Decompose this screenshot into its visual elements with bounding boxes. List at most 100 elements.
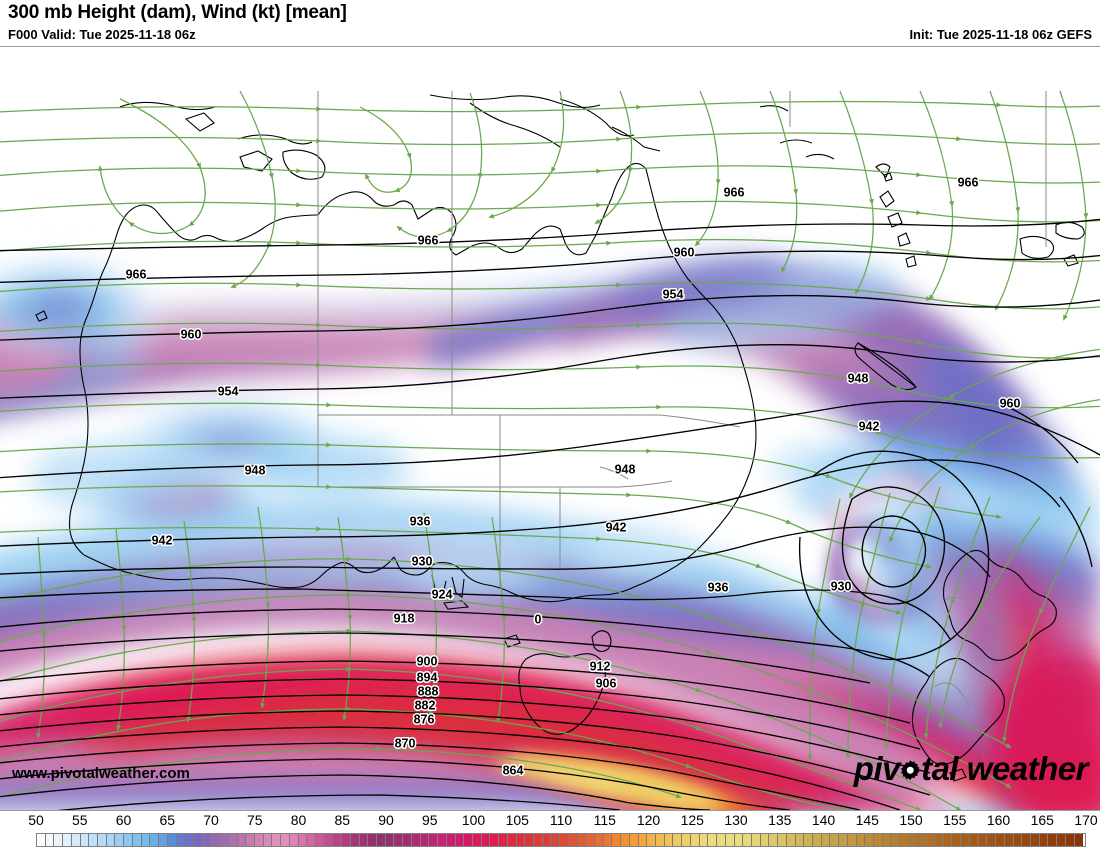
colorbar-swatch[interactable]: [263, 834, 273, 846]
colorbar-swatch[interactable]: [254, 834, 264, 846]
colorbar-swatch[interactable]: [603, 834, 613, 846]
colorbar-swatch[interactable]: [987, 834, 997, 846]
colorbar-swatch[interactable]: [289, 834, 299, 846]
colorbar-swatch[interactable]: [839, 834, 848, 846]
colorbar-swatch[interactable]: [71, 834, 81, 846]
colorbar-swatch[interactable]: [98, 834, 107, 846]
colorbar-swatch[interactable]: [132, 834, 142, 846]
colorbar-swatch[interactable]: [1074, 834, 1084, 846]
colorbar-swatch[interactable]: [917, 834, 927, 846]
colorbar-swatch[interactable]: [429, 834, 439, 846]
colorbar-swatch[interactable]: [516, 834, 526, 846]
colorbar-swatch[interactable]: [830, 834, 840, 846]
colorbar-swatch[interactable]: [760, 834, 770, 846]
colorbar-swatch[interactable]: [586, 834, 595, 846]
colorbar-swatch[interactable]: [124, 834, 133, 846]
colorbar-swatches[interactable]: [36, 833, 1086, 847]
colorbar-swatch[interactable]: [385, 834, 395, 846]
colorbar-swatch[interactable]: [472, 834, 482, 846]
colorbar-swatch[interactable]: [533, 834, 543, 846]
colorbar-swatch[interactable]: [1057, 834, 1066, 846]
colorbar-swatch[interactable]: [551, 834, 561, 846]
colorbar-swatch[interactable]: [507, 834, 517, 846]
colorbar-swatch[interactable]: [952, 834, 962, 846]
colorbar-swatch[interactable]: [377, 834, 386, 846]
colorbar-swatch[interactable]: [1013, 834, 1023, 846]
colorbar-swatch[interactable]: [690, 834, 700, 846]
colorbar-swatch[interactable]: [638, 834, 648, 846]
colorbar-swatch[interactable]: [874, 834, 883, 846]
colorbar-swatch[interactable]: [89, 834, 99, 846]
colorbar-swatch[interactable]: [751, 834, 761, 846]
colorbar-swatch[interactable]: [978, 834, 988, 846]
colorbar-swatch[interactable]: [368, 834, 378, 846]
colorbar-swatch[interactable]: [1030, 834, 1040, 846]
colorbar-swatch[interactable]: [908, 834, 918, 846]
colorbar-swatch[interactable]: [969, 834, 979, 846]
colorbar-swatch[interactable]: [63, 834, 72, 846]
colorbar-swatch[interactable]: [307, 834, 316, 846]
colorbar-swatch[interactable]: [926, 834, 936, 846]
colorbar-swatch[interactable]: [159, 834, 168, 846]
colorbar-swatch[interactable]: [37, 834, 46, 846]
colorbar-swatch[interactable]: [1039, 834, 1049, 846]
colorbar-swatch[interactable]: [612, 834, 622, 846]
colorbar-swatch[interactable]: [80, 834, 90, 846]
colorbar-swatch[interactable]: [1065, 834, 1075, 846]
colorbar-swatch[interactable]: [211, 834, 221, 846]
colorbar-swatch[interactable]: [394, 834, 404, 846]
colorbar-swatch[interactable]: [656, 834, 665, 846]
colorbar-swatch[interactable]: [935, 834, 944, 846]
colorbar-swatch[interactable]: [621, 834, 630, 846]
colorbar-swatch[interactable]: [812, 834, 822, 846]
colorbar-swatch[interactable]: [324, 834, 334, 846]
colorbar-swatch[interactable]: [804, 834, 813, 846]
colorbar-swatch[interactable]: [542, 834, 552, 846]
colorbar-swatch[interactable]: [856, 834, 866, 846]
colorbar-swatch[interactable]: [786, 834, 796, 846]
colorbar-swatch[interactable]: [595, 834, 604, 846]
colorbar-swatch[interactable]: [682, 834, 691, 846]
colorbar-swatch[interactable]: [464, 834, 473, 846]
colorbar-swatch[interactable]: [795, 834, 805, 846]
colorbar-swatch[interactable]: [281, 834, 290, 846]
colorbar-swatch[interactable]: [1048, 834, 1058, 846]
colorbar-swatch[interactable]: [420, 834, 430, 846]
colorbar-swatch[interactable]: [298, 834, 308, 846]
colorbar-swatch[interactable]: [228, 834, 238, 846]
colorbar-swatch[interactable]: [193, 834, 203, 846]
colorbar-swatch[interactable]: [865, 834, 874, 846]
colorbar-swatch[interactable]: [900, 834, 909, 846]
colorbar-swatch[interactable]: [403, 834, 412, 846]
colorbar-swatch[interactable]: [316, 834, 325, 846]
colorbar-swatch[interactable]: [481, 834, 491, 846]
colorbar-swatch[interactable]: [272, 834, 282, 846]
colorbar-swatch[interactable]: [1022, 834, 1031, 846]
colorbar-swatch[interactable]: [246, 834, 255, 846]
colorbar-swatch[interactable]: [708, 834, 718, 846]
colorbar-swatch[interactable]: [1004, 834, 1014, 846]
colorbar-swatch[interactable]: [490, 834, 500, 846]
colorbar-swatch[interactable]: [185, 834, 194, 846]
colorbar-swatch[interactable]: [891, 834, 901, 846]
colorbar-swatch[interactable]: [220, 834, 229, 846]
colorbar-swatch[interactable]: [333, 834, 343, 846]
colorbar-swatch[interactable]: [359, 834, 369, 846]
colorbar-swatch[interactable]: [342, 834, 351, 846]
colorbar-swatch[interactable]: [821, 834, 831, 846]
colorbar-swatch[interactable]: [237, 834, 247, 846]
colorbar-swatch[interactable]: [446, 834, 456, 846]
colorbar-swatch[interactable]: [106, 834, 116, 846]
colorbar-swatch[interactable]: [141, 834, 151, 846]
colorbar-swatch[interactable]: [725, 834, 735, 846]
colorbar-swatch[interactable]: [577, 834, 587, 846]
colorbar-swatch[interactable]: [499, 834, 508, 846]
colorbar-swatch[interactable]: [943, 834, 953, 846]
colorbar-swatch[interactable]: [560, 834, 569, 846]
colorbar-swatch[interactable]: [673, 834, 683, 846]
colorbar-swatch[interactable]: [167, 834, 177, 846]
colorbar-swatch[interactable]: [525, 834, 534, 846]
colorbar-swatch[interactable]: [54, 834, 64, 846]
colorbar-swatch[interactable]: [150, 834, 160, 846]
colorbar-swatch[interactable]: [455, 834, 465, 846]
